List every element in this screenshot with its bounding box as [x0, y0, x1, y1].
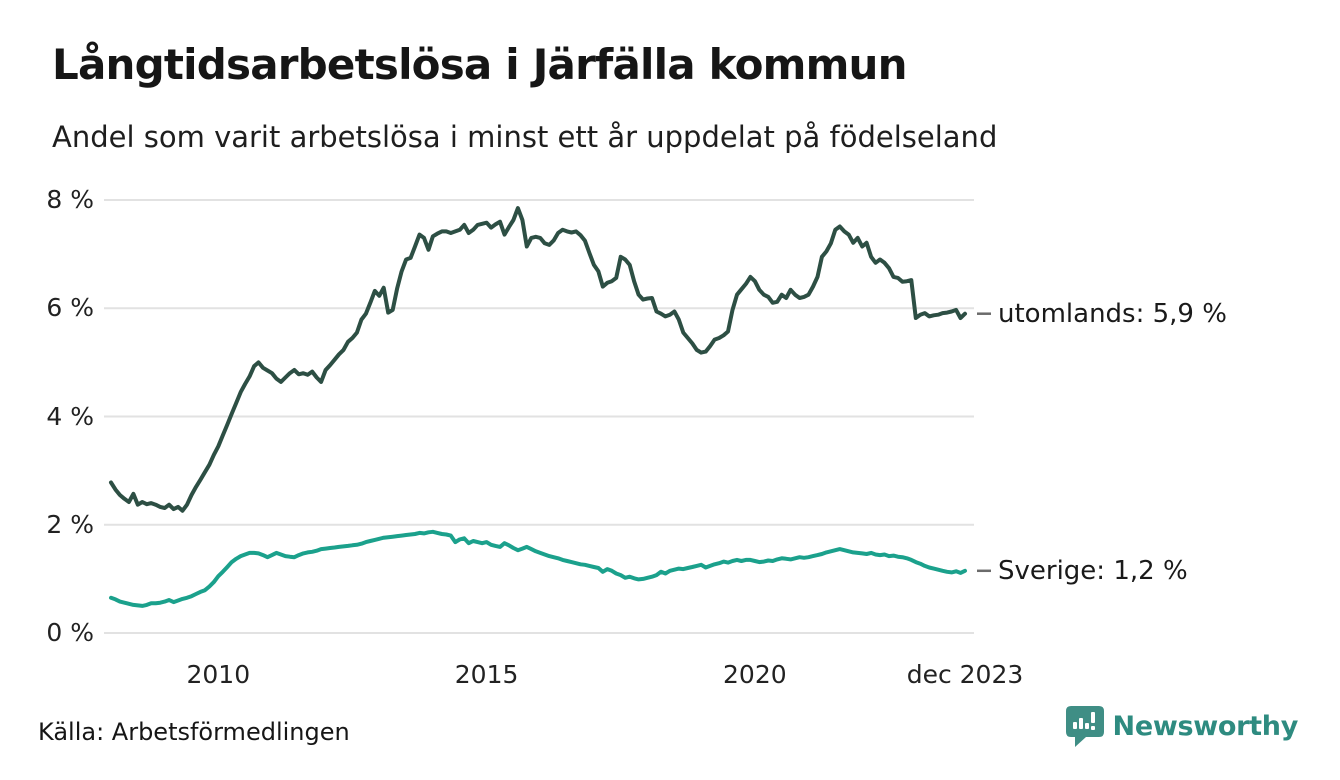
x-axis-label: 2015 [454, 660, 519, 689]
newsworthy-logo-icon [1065, 706, 1104, 747]
y-axis-label: 8 % [46, 185, 94, 214]
y-axis-label: 6 % [46, 293, 94, 323]
chart-title: Långtidsarbetslösa i Järfälla kommun [52, 40, 908, 89]
series-line-utomlands [109, 206, 967, 513]
x-axis-label: 2010 [186, 660, 251, 689]
x-axis-label: dec 2023 [906, 660, 1024, 689]
newsworthy-wordmark: Newsworthy [1112, 711, 1299, 742]
newsworthy-logo: Newsworthy [1065, 706, 1299, 748]
series-end-label-sverige: Sverige: 1,2 % [998, 555, 1188, 586]
y-axis-label: 0 % [46, 618, 94, 647]
x-axis-label: 2020 [723, 660, 787, 689]
series-end-label-utomlands: utomlands: 5,9 % [998, 298, 1227, 329]
y-axis-label: 2 % [46, 509, 94, 539]
chart-subtitle: Andel som varit arbetslösa i minst ett å… [52, 120, 998, 154]
series-line-sverige [109, 529, 967, 608]
bar-chart-glyph [1072, 712, 1095, 730]
source-note: Källa: Arbetsförmedlingen [38, 718, 350, 746]
y-axis-label: 4 % [46, 401, 94, 431]
